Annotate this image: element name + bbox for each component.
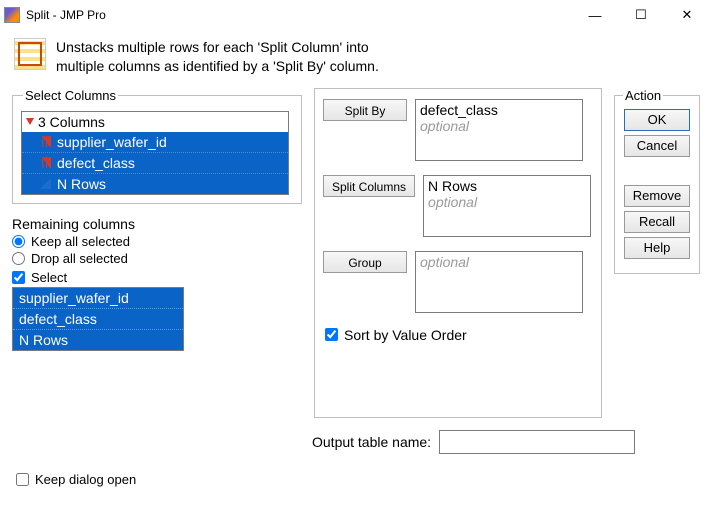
sort-label: Sort by Value Order (344, 327, 467, 343)
window-title: Split - JMP Pro (26, 8, 106, 22)
close-button[interactable]: ✕ (664, 0, 710, 30)
optional-hint: optional (420, 118, 578, 134)
nominal-icon (40, 136, 51, 147)
optional-hint: optional (428, 194, 586, 210)
ok-button[interactable]: OK (624, 109, 690, 131)
optional-hint: optional (420, 254, 578, 270)
remaining-item[interactable]: supplier_wafer_id (13, 288, 183, 309)
split-by-drop[interactable]: defect_class optional (415, 99, 583, 161)
group-button[interactable]: Group (323, 251, 407, 273)
split-columns-drop[interactable]: N Rows optional (423, 175, 591, 237)
split-columns-value: N Rows (428, 178, 586, 194)
cancel-button[interactable]: Cancel (624, 135, 690, 157)
sort-by-value-checkbox[interactable] (325, 328, 338, 341)
maximize-button[interactable]: ☐ (618, 0, 664, 30)
column-item[interactable]: defect_class (22, 153, 288, 174)
output-table-input[interactable] (439, 430, 635, 454)
split-by-button[interactable]: Split By (323, 99, 407, 121)
select-checkbox[interactable]: Select (12, 270, 302, 285)
continuous-icon (40, 178, 51, 189)
remaining-heading: Remaining columns (12, 216, 302, 232)
remove-button[interactable]: Remove (624, 185, 690, 207)
keep-dialog-open-checkbox[interactable]: Keep dialog open (16, 472, 702, 487)
recall-button[interactable]: Recall (624, 211, 690, 233)
app-icon (4, 7, 20, 23)
split-icon (14, 38, 46, 70)
column-label: N Rows (57, 176, 106, 192)
columns-header[interactable]: 3 Columns (22, 112, 288, 132)
remaining-item[interactable]: defect_class (13, 309, 183, 330)
help-button[interactable]: Help (624, 237, 690, 259)
column-item[interactable]: N Rows (22, 174, 288, 194)
minimize-button[interactable]: — (572, 0, 618, 30)
nominal-icon (40, 157, 51, 168)
title-bar: Split - JMP Pro — ☐ ✕ (0, 0, 714, 30)
action-legend: Action (623, 88, 663, 103)
column-label: defect_class (57, 155, 135, 171)
drop-all-radio[interactable]: Drop all selected (12, 251, 302, 266)
disclosure-triangle-icon[interactable] (26, 118, 34, 125)
output-table-label: Output table name: (312, 434, 431, 450)
assignment-panel: Split By defect_class optional Split Col… (314, 88, 602, 418)
remaining-list[interactable]: supplier_wafer_id defect_class N Rows (12, 287, 184, 351)
columns-count: 3 Columns (38, 114, 105, 130)
description-text: Unstacks multiple rows for each 'Split C… (56, 38, 379, 76)
select-columns-legend: Select Columns (23, 88, 118, 103)
select-columns-group: Select Columns 3 Columns supplier_wafer_… (12, 88, 302, 204)
group-drop[interactable]: optional (415, 251, 583, 313)
column-label: supplier_wafer_id (57, 134, 167, 150)
split-columns-button[interactable]: Split Columns (323, 175, 415, 197)
columns-box[interactable]: 3 Columns supplier_wafer_id defect_class (21, 111, 289, 195)
action-group: Action OK Cancel Remove Recall Help (614, 88, 700, 274)
split-by-value: defect_class (420, 102, 578, 118)
remaining-item[interactable]: N Rows (13, 330, 183, 350)
column-item[interactable]: supplier_wafer_id (22, 132, 288, 153)
keep-all-radio[interactable]: Keep all selected (12, 234, 302, 249)
